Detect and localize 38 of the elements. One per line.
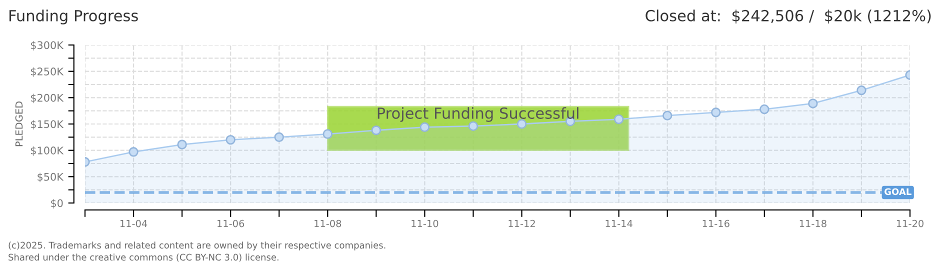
point <box>760 104 770 114</box>
point <box>274 132 284 142</box>
point <box>662 110 672 120</box>
point <box>516 119 527 129</box>
chart-title: Funding Progress <box>10 10 138 24</box>
annotation: Project Funding Successful <box>378 107 578 122</box>
point <box>711 108 721 118</box>
point <box>808 98 818 108</box>
x-tick-label: 11-06 <box>218 220 244 228</box>
y-tick-label: $200K <box>30 94 64 104</box>
y-tick-label: $0 <box>51 199 63 208</box>
point <box>226 134 236 145</box>
text: Shared under the creative commons (CC BY-NC 3.0) license. <box>8 254 278 262</box>
x-tick-label: 11-18 <box>800 220 826 228</box>
y-tick-label: $150K <box>30 120 64 130</box>
y-tick-label: $100K <box>30 146 64 156</box>
x-tick-label: 11-14 <box>606 220 632 228</box>
ref-line-label: GOAL <box>884 188 912 196</box>
point <box>371 125 382 136</box>
y-axis-title: PLEDGED <box>15 102 23 146</box>
text: (c)2025. Trademarks and related content are owned by their respective companies. <box>8 242 386 250</box>
x-tick-label: 11-12 <box>508 220 535 228</box>
point <box>177 140 187 150</box>
y-tick-label: $250K <box>30 67 64 77</box>
x-tick-label: 11-20 <box>896 220 924 228</box>
x-tick-label: 11-10 <box>412 220 438 228</box>
point <box>128 147 138 157</box>
point <box>420 122 430 132</box>
x-tick-label: 11-08 <box>314 220 342 228</box>
point <box>468 121 478 131</box>
y-tick-label: $300K <box>30 41 64 50</box>
x-tick-label: 11-16 <box>702 220 730 228</box>
point <box>856 85 866 96</box>
point <box>322 129 333 139</box>
chart-subtitle: Closed at: $242,506 / $20k (1212%) <box>646 10 931 24</box>
y-tick-label: $50K <box>38 172 64 182</box>
point <box>614 114 624 124</box>
x-tick-label: 11-04 <box>120 220 148 228</box>
